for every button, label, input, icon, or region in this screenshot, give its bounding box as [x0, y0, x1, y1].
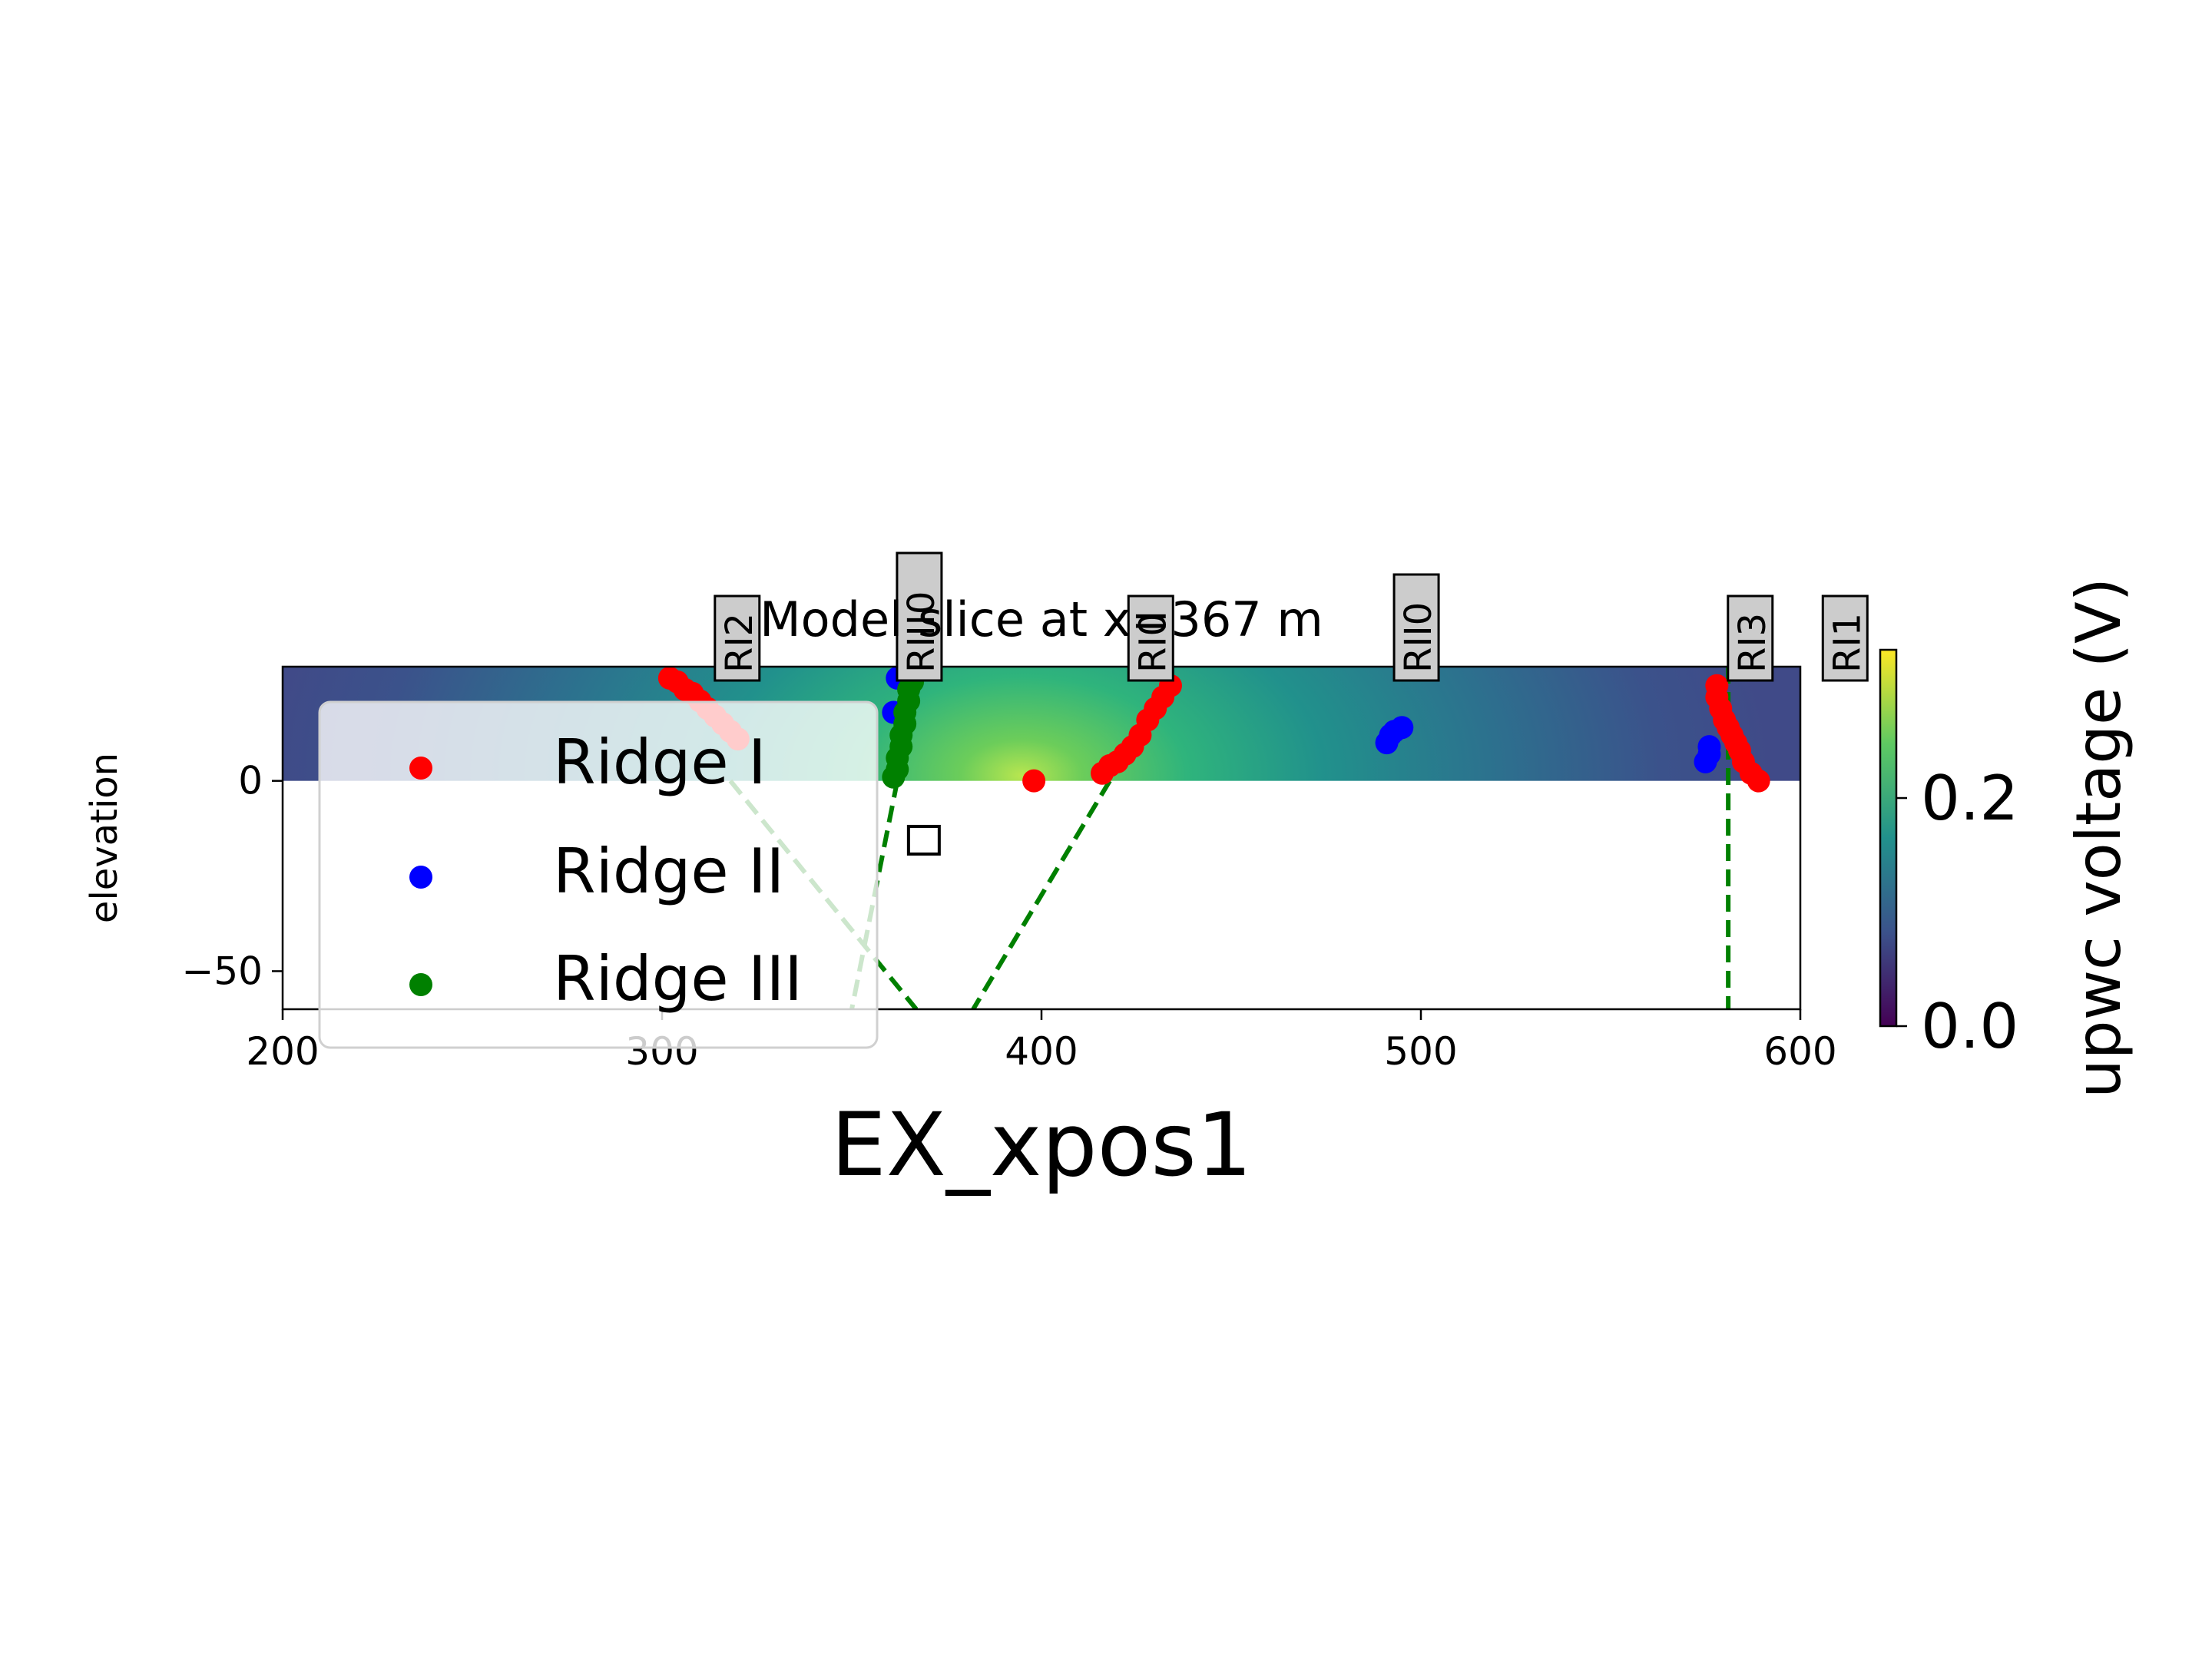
annotation-labels: RI2 RIII0 RI0 RII0 RI3 RI1 [714, 551, 1869, 682]
annotation-box [896, 551, 943, 682]
y-ticks: 0 −50 [181, 759, 283, 993]
annotation-box [1392, 573, 1440, 682]
legend-marker-ridge-iii [409, 973, 432, 996]
colorbar: 0.0 0.2 upwc voltage (V) [1879, 578, 2134, 1098]
annotation-riii0: RIII0 [896, 551, 943, 682]
legend-marker-ridge-ii [409, 866, 432, 889]
colorbar-tick-label: 0.0 [1921, 991, 2018, 1062]
x-axis-label: EX_xpos1 [831, 1094, 1253, 1196]
x-tick-label: 600 [1763, 1029, 1836, 1074]
ridge-ii-point [1697, 735, 1721, 759]
annotation-text: RII0 [1397, 602, 1440, 673]
legend-box [318, 700, 879, 1049]
square-marker [906, 824, 941, 856]
ridge-i-point [1022, 769, 1046, 793]
annotation-text: RIII0 [900, 591, 943, 673]
annotation-ri2: RI2 [714, 594, 761, 682]
annotation-ri1: RI1 [1821, 594, 1869, 682]
legend: Ridge I Ridge II Ridge III [318, 700, 879, 1049]
legend-label-ridge-iii: Ridge III [553, 943, 803, 1015]
annotation-text: RI3 [1731, 613, 1774, 673]
x-tick-label: 200 [246, 1029, 319, 1074]
annotation-text: RI2 [718, 613, 761, 673]
colorbar-label: upwc voltage (V) [2063, 578, 2134, 1098]
ridge-ii-point [1390, 716, 1414, 740]
annotation-box [1727, 594, 1774, 682]
colorbar-tick-label: 0.2 [1921, 763, 2018, 834]
annotation-box [1821, 594, 1869, 682]
colorbar-gradient-bar [1879, 648, 1898, 1028]
dashed-line-2 [971, 780, 1112, 1009]
annotation-box [1127, 594, 1174, 682]
y-axis-label: elevation [83, 753, 126, 923]
x-ticks: 200 300 400 500 600 [246, 1009, 1837, 1074]
annotation-text: RI0 [1131, 613, 1174, 673]
legend-label-ridge-ii: Ridge II [553, 836, 784, 907]
legend-marker-ridge-i [409, 757, 432, 780]
annotation-ri0: RI0 [1127, 594, 1174, 682]
annotation-box [714, 594, 761, 682]
annotation-text: RI1 [1826, 613, 1869, 673]
annotation-ri3: RI3 [1727, 594, 1774, 682]
chart-title: Model slice at x=367 m [760, 591, 1323, 647]
y-tick-label: −50 [181, 949, 263, 993]
x-tick-label: 500 [1384, 1029, 1457, 1074]
y-tick-label: 0 [238, 759, 263, 803]
ridge-i-point [1747, 769, 1770, 793]
annotation-rii0: RII0 [1392, 573, 1440, 682]
legend-label-ridge-i: Ridge I [553, 727, 767, 798]
colorbar-ticks: 0.0 0.2 [1896, 763, 2018, 1062]
x-tick-label: 400 [1005, 1029, 1078, 1074]
